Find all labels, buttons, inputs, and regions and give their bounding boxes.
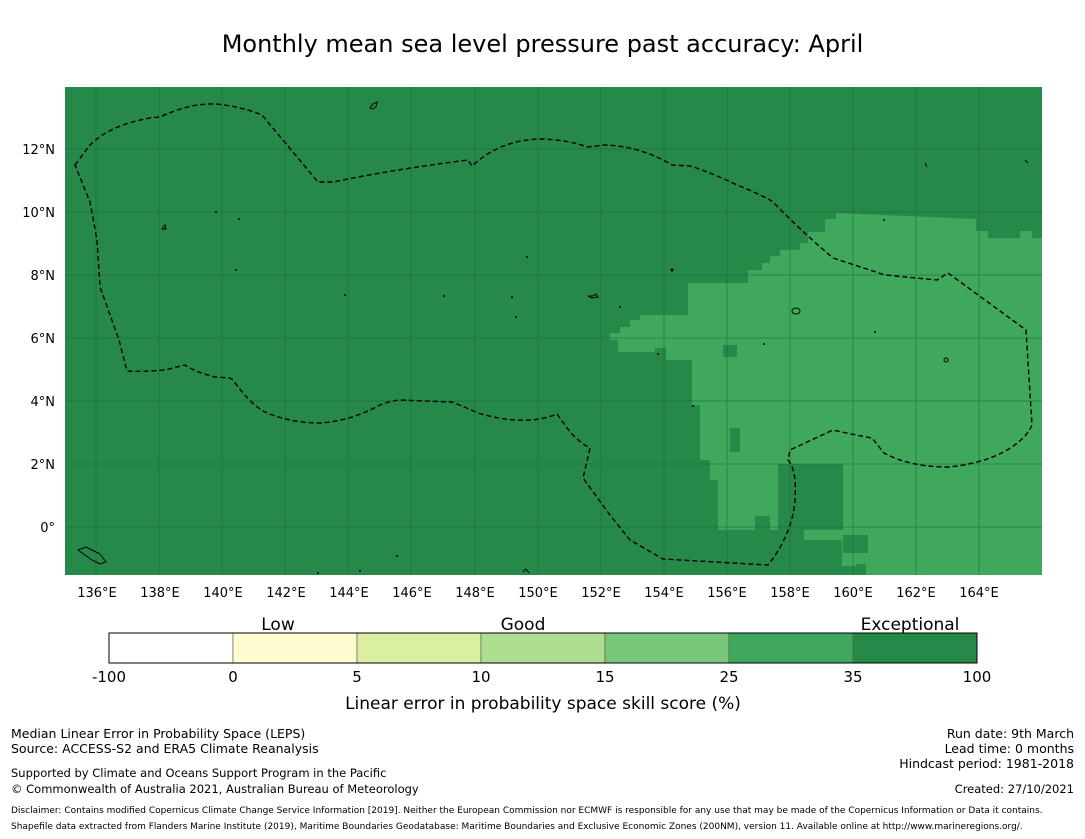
lat-label: 4°N — [31, 395, 56, 410]
chart-title: Monthly mean sea level pressure past acc… — [221, 30, 864, 58]
lon-label: 152°E — [581, 586, 621, 601]
lon-label: 136°E — [77, 586, 117, 601]
colorbar-tick: 10 — [471, 668, 490, 686]
colorbar-tick: 15 — [595, 668, 614, 686]
lead-time: Lead time: 0 months — [944, 741, 1074, 756]
colorbar-tick: 0 — [228, 668, 238, 686]
colorbar-segment — [604, 632, 730, 664]
run-date: Run date: 9th March — [946, 726, 1074, 741]
lat-label: 8°N — [31, 269, 56, 284]
lat-labels: 12°N 10°N 8°N 6°N 4°N 2°N 0° — [22, 143, 55, 536]
atolls — [215, 211, 885, 574]
lon-label: 154°E — [644, 586, 684, 601]
lat-label: 12°N — [22, 143, 55, 158]
lon-label: 146°E — [392, 586, 432, 601]
leps-line: Median Linear Error in Probability Space… — [11, 726, 306, 741]
graticule — [65, 87, 1042, 575]
lat-label: 2°N — [31, 458, 56, 473]
eez-boundary — [74, 103, 1033, 566]
source-line: Source: ACCESS-S2 and ERA5 Climate Reana… — [11, 741, 319, 756]
colorbar-segment — [852, 632, 978, 664]
lon-label: 148°E — [455, 586, 495, 601]
support-line: Supported by Climate and Oceans Support … — [11, 766, 387, 780]
colorbar: Low Good Exceptional -100 0 5 10 15 25 3… — [92, 615, 991, 714]
lon-labels: 136°E 138°E 140°E 142°E 144°E 146°E 148°… — [77, 586, 999, 601]
colorbar-segment — [728, 632, 854, 664]
lon-label: 142°E — [266, 586, 306, 601]
lat-label: 10°N — [22, 206, 55, 221]
colorbar-label: Linear error in probability space skill … — [345, 694, 741, 714]
colorbar-segment — [480, 632, 606, 664]
category-label-low: Low — [261, 615, 295, 635]
colorbar-tick: 100 — [963, 668, 992, 686]
lon-label: 160°E — [833, 586, 873, 601]
colorbar-tick: 35 — [843, 668, 862, 686]
lon-label: 158°E — [770, 586, 810, 601]
lon-label: 156°E — [707, 586, 747, 601]
copyright-line: © Commonwealth of Australia 2021, Austra… — [11, 782, 419, 796]
colorbar-ticks: -100 0 5 10 15 25 35 100 — [92, 668, 991, 686]
colorbar-segment — [232, 632, 358, 664]
islands — [76, 101, 1029, 574]
lon-label: 144°E — [329, 586, 369, 601]
created-date: Created: 27/10/2021 — [954, 782, 1074, 796]
map-figure: 12°N 10°N 8°N 6°N 4°N 2°N 0° 136°E 138°E… — [22, 87, 1042, 601]
lat-label: 0° — [40, 521, 55, 536]
lon-label: 162°E — [896, 586, 936, 601]
shapefile-credit: Shapefile data extracted from Flanders M… — [11, 822, 1023, 832]
disclaimer: Disclaimer: Contains modified Copernicus… — [11, 806, 1043, 816]
colorbar-tick: 5 — [352, 668, 362, 686]
colorbar-segment — [356, 632, 482, 664]
lon-label: 164°E — [959, 586, 999, 601]
lat-label: 6°N — [31, 332, 56, 347]
lon-label: 138°E — [140, 586, 180, 601]
colorbar-segments — [108, 632, 978, 664]
good-skill-region — [610, 213, 1042, 575]
category-label-exceptional: Exceptional — [861, 615, 960, 635]
hindcast-period: Hindcast period: 1981-2018 — [899, 756, 1074, 771]
colorbar-tick: -100 — [92, 668, 126, 686]
lon-label: 150°E — [518, 586, 558, 601]
colorbar-segment — [108, 632, 234, 664]
lon-label: 140°E — [203, 586, 243, 601]
colorbar-tick: 25 — [719, 668, 738, 686]
category-label-good: Good — [501, 615, 546, 635]
